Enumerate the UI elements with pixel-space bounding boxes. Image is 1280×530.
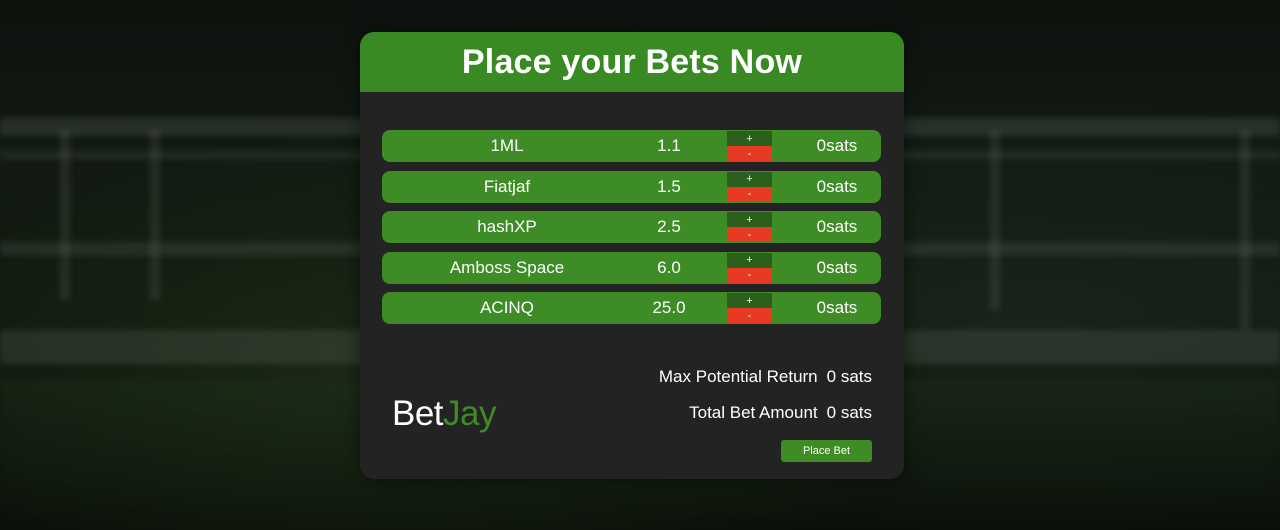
max-return-label: Max Potential Return xyxy=(658,367,818,386)
bet-amount: 0sats xyxy=(816,176,858,196)
bet-stepper: + - xyxy=(727,131,772,161)
bet-amount: 0sats xyxy=(816,217,858,236)
bet-row-1ml: 1ML 1.1 + - 0sats xyxy=(382,130,881,162)
background-post xyxy=(990,130,1000,310)
background-post xyxy=(150,130,160,300)
bet-stepper: + - xyxy=(727,293,772,323)
bet-odds: 1.1 xyxy=(657,136,681,155)
bet-list: 1ML 1.1 + - 0sats Fiatjaf 1.5 + - 0sats … xyxy=(382,130,881,333)
bet-option-name: hashXP xyxy=(477,217,537,236)
bet-option-name: 1ML xyxy=(490,136,524,155)
max-return-value: 0 sats xyxy=(826,367,872,386)
total-bet-label: Total Bet Amount xyxy=(689,403,818,422)
decrease-bet-button[interactable]: - xyxy=(727,267,772,283)
place-bet-button[interactable]: Place Bet xyxy=(781,440,872,462)
panel-header: Place your Bets Now xyxy=(360,32,904,92)
decrease-bet-button[interactable]: - xyxy=(727,186,772,202)
increase-bet-button[interactable]: + xyxy=(727,252,772,268)
bet-row-acinq: ACINQ 25.0 + - 0sats xyxy=(382,292,881,324)
bet-stepper: + - xyxy=(727,171,772,202)
betting-panel: Place your Bets Now 1ML 1.1 + - 0sats Fi… xyxy=(360,32,904,479)
background-post xyxy=(60,130,70,300)
bet-odds: 6.0 xyxy=(657,257,681,277)
total-bet-value: 0 sats xyxy=(826,403,872,422)
bet-option-name: ACINQ xyxy=(480,298,534,317)
increase-bet-button[interactable]: + xyxy=(727,171,772,187)
decrease-bet-button[interactable]: - xyxy=(727,146,772,161)
max-potential-return: Max Potential Return 0 sats xyxy=(659,367,872,387)
page-title: Place your Bets Now xyxy=(461,42,803,81)
background-post xyxy=(1240,130,1250,330)
bet-option-name: Fiatjaf xyxy=(483,176,531,196)
bet-stepper: + - xyxy=(727,252,772,283)
decrease-bet-button[interactable]: - xyxy=(727,227,772,242)
betjay-logo: BetJay xyxy=(392,394,497,434)
bet-amount: 0sats xyxy=(816,257,858,277)
bet-option-name: Amboss Space xyxy=(449,257,565,277)
increase-bet-button[interactable]: + xyxy=(727,131,772,146)
increase-bet-button[interactable]: + xyxy=(727,212,772,227)
increase-bet-button[interactable]: + xyxy=(727,293,772,308)
logo-text-jay: Jay xyxy=(443,394,497,433)
bet-odds: 1.5 xyxy=(657,176,681,196)
bet-odds: 25.0 xyxy=(652,298,686,317)
logo-text-bet: Bet xyxy=(392,394,444,433)
bet-odds: 2.5 xyxy=(657,217,681,236)
bet-amount: 0sats xyxy=(816,136,858,155)
bet-row-amboss-space: Amboss Space 6.0 + - 0sats xyxy=(382,251,881,284)
total-bet-amount: Total Bet Amount 0 sats xyxy=(689,403,872,423)
bet-row-hashxp: hashXP 2.5 + - 0sats xyxy=(382,211,881,243)
decrease-bet-button[interactable]: - xyxy=(727,308,772,323)
bet-stepper: + - xyxy=(727,212,772,242)
bet-row-fiatjaf: Fiatjaf 1.5 + - 0sats xyxy=(382,170,881,203)
bet-amount: 0sats xyxy=(816,298,858,317)
